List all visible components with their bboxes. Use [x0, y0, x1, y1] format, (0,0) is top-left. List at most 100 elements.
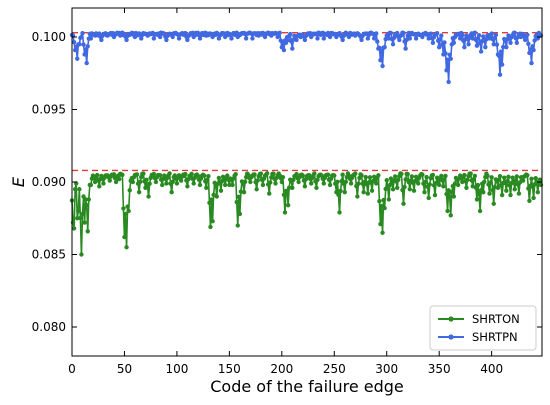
legend-label-shrton: SHRTON	[472, 312, 520, 326]
data-point-shrton	[472, 173, 478, 179]
data-point-shrton	[271, 171, 276, 176]
data-point-shrton	[342, 189, 347, 195]
plot-frame	[71, 7, 543, 357]
data-point-shrtpn	[413, 36, 419, 41]
data-point-shrtpn	[499, 62, 505, 67]
data-point-shrtpn	[439, 33, 444, 38]
data-point-shrtpn	[388, 30, 394, 36]
data-point-shrton	[319, 173, 324, 178]
data-point-shrtpn	[446, 79, 451, 85]
data-point-shrton	[120, 172, 125, 177]
data-point-shrton	[113, 179, 119, 185]
data-point-shrton	[86, 197, 91, 202]
data-point-shrtpn	[444, 68, 449, 73]
x-tick-label: 300	[375, 362, 398, 376]
data-point-shrton	[210, 218, 215, 224]
data-point-shrtpn	[197, 36, 203, 41]
data-point-shrton	[121, 206, 126, 211]
data-point-shrton	[157, 173, 163, 178]
data-point-shrton	[386, 197, 392, 202]
data-point-shrton	[537, 177, 543, 182]
data-point-shrton	[117, 176, 122, 182]
data-point-shrtpn	[434, 31, 440, 36]
data-point-shrtpn	[481, 34, 486, 39]
data-point-shrton	[241, 189, 247, 195]
data-point-shrton	[160, 182, 165, 188]
data-point-shrton	[488, 180, 493, 185]
data-point-shrton	[151, 171, 157, 177]
data-point-shrton	[314, 185, 319, 190]
x-tick-label: 100	[165, 362, 188, 376]
data-point-shrton	[267, 191, 272, 196]
data-point-shrton	[512, 187, 517, 192]
data-point-shrtpn	[390, 42, 396, 47]
data-point-shrton	[381, 197, 386, 203]
x-tick-label: 0	[68, 362, 76, 376]
data-point-shrton	[482, 179, 487, 184]
data-point-shrton	[474, 197, 480, 202]
data-point-shrton	[71, 226, 77, 231]
data-point-shrtpn	[77, 42, 82, 47]
data-point-shrton	[327, 182, 333, 188]
data-point-shrton	[338, 188, 343, 194]
data-point-shrton	[79, 252, 84, 257]
data-point-shrton	[170, 179, 175, 184]
data-point-shrton	[141, 171, 146, 176]
data-point-shrton	[294, 171, 299, 177]
data-point-shrton	[353, 171, 358, 176]
data-point-shrtpn	[315, 36, 320, 41]
data-point-shrton	[174, 181, 180, 186]
data-point-shrton	[153, 179, 159, 185]
x-tick-label: 350	[428, 362, 451, 376]
data-point-shrton	[468, 171, 473, 176]
data-point-shrton	[403, 177, 408, 182]
y-tick-label: 0.085	[32, 248, 66, 262]
data-point-shrtpn	[379, 48, 384, 54]
data-point-shrton	[84, 203, 89, 208]
data-point-shrtpn	[493, 32, 499, 38]
data-point-shrton	[388, 176, 394, 181]
data-point-shrtpn	[401, 30, 406, 36]
data-point-shrton	[508, 192, 513, 198]
data-point-shrton	[531, 195, 536, 201]
data-point-shrtpn	[84, 60, 89, 66]
data-point-shrton	[420, 172, 425, 177]
data-point-shrton	[343, 179, 349, 184]
data-point-shrton	[363, 174, 368, 180]
data-point-shrton	[197, 182, 203, 188]
data-point-shrton	[208, 224, 213, 230]
data-point-shrton	[337, 210, 342, 215]
data-point-shrton	[439, 173, 444, 179]
data-point-shrton	[426, 195, 431, 201]
x-tick-label: 150	[218, 362, 241, 376]
y-tick-label: 0.095	[32, 103, 66, 117]
data-point-shrtpn	[460, 32, 465, 38]
data-point-shrton	[443, 173, 448, 179]
data-point-shrtpn	[380, 63, 385, 69]
data-point-shrton	[407, 187, 413, 192]
data-point-shrton	[302, 184, 308, 189]
data-point-shrton	[332, 173, 337, 178]
data-point-shrton	[365, 191, 371, 196]
data-point-shrtpn	[525, 32, 530, 38]
data-point-shrton	[464, 185, 469, 190]
data-point-shrton	[359, 173, 364, 178]
data-point-shrton	[392, 174, 398, 179]
data-point-shrtpn	[80, 31, 85, 36]
data-point-shrton	[380, 230, 385, 235]
data-point-shrton	[227, 182, 232, 188]
data-point-shrtpn	[327, 34, 333, 40]
data-point-shrton	[423, 179, 428, 184]
data-point-shrtpn	[397, 37, 402, 43]
data-point-shrton	[504, 188, 509, 193]
data-point-shrton	[127, 188, 132, 193]
data-point-shrtpn	[281, 47, 287, 53]
data-point-shrton	[481, 189, 486, 195]
data-point-shrton	[374, 181, 379, 186]
data-point-shrton	[384, 178, 389, 183]
data-point-shrton	[430, 172, 436, 178]
data-point-shrtpn	[508, 40, 513, 45]
data-point-shrton	[497, 174, 503, 179]
data-point-shrton	[111, 172, 117, 177]
